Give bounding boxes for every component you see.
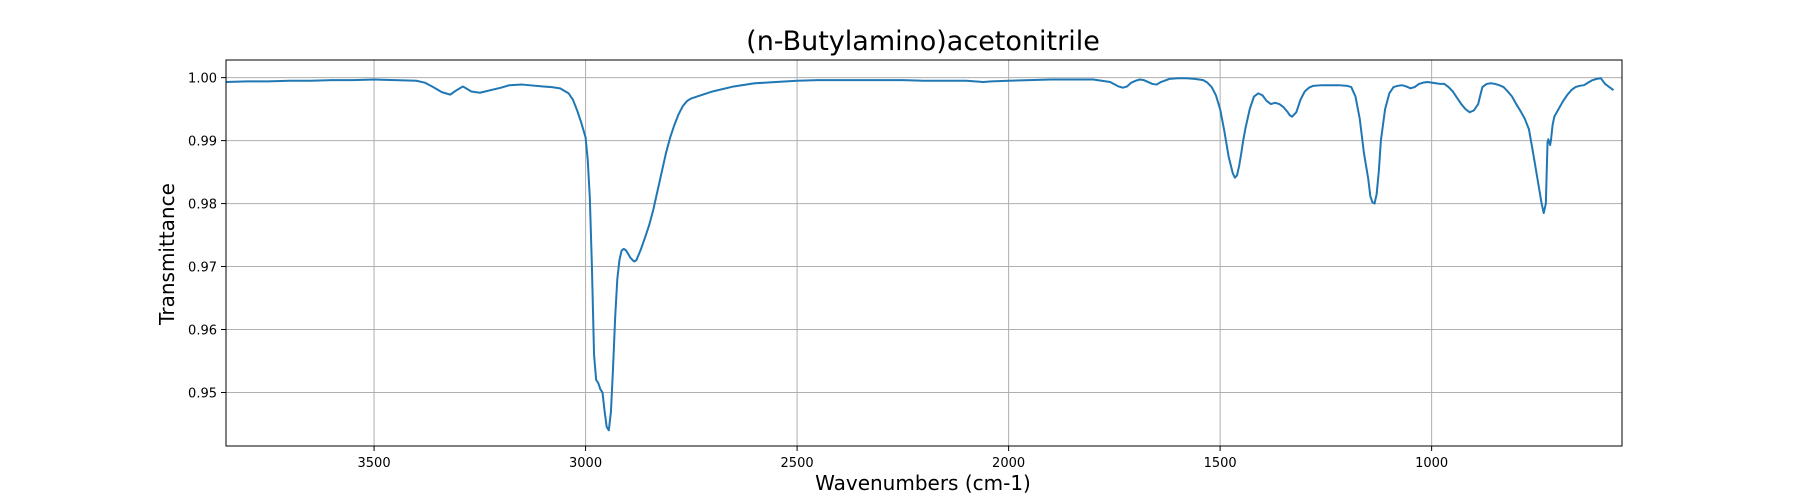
- x-tick-label: 3000: [569, 456, 602, 471]
- y-tick-label: 0.96: [188, 324, 217, 339]
- x-tick-label: 2500: [781, 456, 814, 471]
- x-tick-label: 1500: [1204, 456, 1237, 471]
- y-tick-label: 1.00: [188, 72, 217, 87]
- plot-frame: [225, 59, 1623, 447]
- x-tick-label: 2000: [992, 456, 1025, 471]
- ticks: 3500 3000 2500 2000 1500 1000 0.95 0.96 0.97 0.98…: [188, 72, 1448, 471]
- y-tick-label: 0.99: [188, 135, 217, 150]
- spectrum-line: [226, 77, 1615, 432]
- x-tick-label: 3500: [358, 456, 391, 471]
- grid: [226, 60, 1622, 446]
- x-axis-label: Wavenumbers (cm-1): [815, 471, 1031, 495]
- y-tick-label: 0.98: [188, 198, 217, 213]
- chart-title: (n-Butylamino)acetonitrile: [746, 26, 1100, 57]
- x-tick-label: 1000: [1415, 456, 1448, 471]
- y-tick-label: 0.95: [188, 386, 217, 401]
- axes-frame: [225, 59, 1623, 447]
- y-tick-label: 0.97: [188, 261, 217, 276]
- plot-area: [226, 77, 1615, 432]
- y-axis-label: Transmittance: [155, 183, 179, 326]
